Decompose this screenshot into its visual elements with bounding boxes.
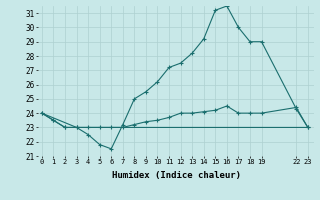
X-axis label: Humidex (Indice chaleur): Humidex (Indice chaleur) — [111, 171, 241, 180]
